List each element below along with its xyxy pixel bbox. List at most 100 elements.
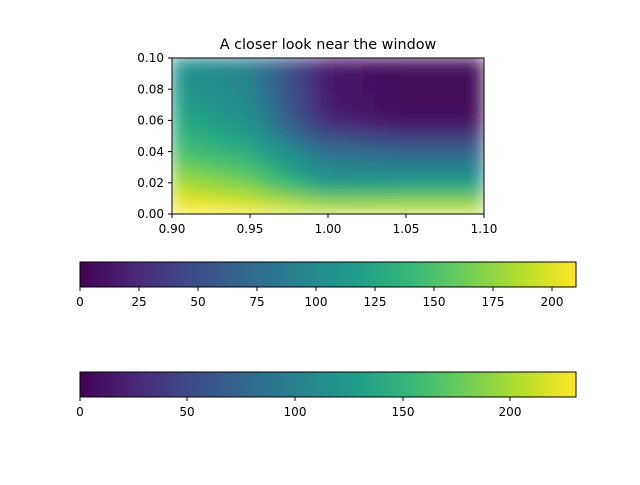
colorbar-1-tick-label: 75 bbox=[249, 295, 264, 309]
heatmap-cell bbox=[339, 201, 353, 214]
heatmap-cell bbox=[195, 177, 209, 191]
heatmap-cell bbox=[363, 105, 377, 119]
heatmap-cell bbox=[423, 105, 437, 119]
heatmap-cell bbox=[243, 141, 257, 155]
heatmap-cell bbox=[423, 58, 437, 71]
heatmap-cell bbox=[219, 69, 233, 83]
heatmap-cell bbox=[279, 153, 293, 167]
heatmap-cell bbox=[375, 177, 389, 191]
heatmap-cell bbox=[267, 189, 281, 203]
heatmap-cell bbox=[267, 177, 281, 191]
heatmap-cell bbox=[423, 69, 437, 83]
heatmap-cell bbox=[375, 153, 389, 167]
heatmap-cell bbox=[207, 105, 221, 119]
heatmap-cell bbox=[435, 58, 449, 71]
heatmap-cell bbox=[387, 177, 401, 191]
heatmap-cell bbox=[303, 189, 317, 203]
colorbar-1-tick-label: 0 bbox=[76, 295, 84, 309]
heatmap-cell bbox=[387, 141, 401, 155]
colorbar-1-tick-label: 150 bbox=[423, 295, 446, 309]
heatmap-cell bbox=[327, 58, 341, 71]
heatmap-cell bbox=[411, 189, 425, 203]
heatmap-cell bbox=[207, 165, 221, 179]
x-tick-label: 1.05 bbox=[393, 222, 420, 236]
heatmap-cell bbox=[459, 189, 473, 203]
heatmap-cell bbox=[351, 189, 365, 203]
heatmap-cell bbox=[219, 117, 233, 131]
heatmap-cell bbox=[279, 165, 293, 179]
heatmap-cell bbox=[351, 153, 365, 167]
heatmap-cell bbox=[471, 129, 484, 143]
heatmap-cell bbox=[172, 58, 185, 71]
colorbar-1-tick-label: 100 bbox=[305, 295, 328, 309]
heatmap-cell bbox=[447, 141, 461, 155]
heatmap-cell bbox=[459, 58, 473, 71]
heatmap-cell bbox=[411, 105, 425, 119]
heatmap-cell bbox=[375, 129, 389, 143]
heatmap-cell bbox=[435, 165, 449, 179]
heatmap-cell bbox=[267, 153, 281, 167]
heatmap-cell bbox=[315, 69, 329, 83]
heatmap-cell bbox=[363, 93, 377, 107]
heatmap-cell bbox=[303, 81, 317, 95]
heatmap-cell bbox=[315, 201, 329, 214]
heatmap-cell bbox=[339, 129, 353, 143]
heatmap-cell bbox=[231, 189, 245, 203]
heatmap-cell bbox=[303, 105, 317, 119]
heatmap-cell bbox=[435, 93, 449, 107]
heatmap-cell bbox=[219, 189, 233, 203]
heatmap-cell bbox=[471, 201, 484, 214]
heatmap-cell bbox=[435, 105, 449, 119]
heatmap-cell bbox=[172, 153, 185, 167]
heatmap-cell bbox=[291, 81, 305, 95]
heatmap-cell bbox=[255, 129, 269, 143]
heatmap-cell bbox=[339, 58, 353, 71]
heatmap-cell bbox=[279, 58, 293, 71]
heatmap-cell bbox=[327, 105, 341, 119]
heatmap-cell bbox=[315, 153, 329, 167]
heatmap-cell bbox=[279, 81, 293, 95]
heatmap-cell bbox=[399, 129, 413, 143]
colorbar-1-tick-label: 175 bbox=[482, 295, 505, 309]
heatmap-cell bbox=[231, 69, 245, 83]
heatmap-cell bbox=[255, 165, 269, 179]
colorbar-1-tick-label: 125 bbox=[364, 295, 387, 309]
heatmap-cell bbox=[399, 81, 413, 95]
heatmap-cell bbox=[363, 177, 377, 191]
heatmap-cell bbox=[471, 93, 484, 107]
heatmap-cell bbox=[459, 141, 473, 155]
heatmap-cell bbox=[172, 201, 185, 214]
heatmap-cell bbox=[172, 93, 185, 107]
heatmap-cell bbox=[459, 81, 473, 95]
heatmap-cell bbox=[411, 141, 425, 155]
heatmap-cell bbox=[303, 93, 317, 107]
colorbar-1-tick-label: 25 bbox=[131, 295, 146, 309]
heatmap-cell bbox=[387, 81, 401, 95]
heatmap-cell bbox=[327, 177, 341, 191]
heatmap-cell bbox=[387, 69, 401, 83]
heatmap-cell bbox=[291, 201, 305, 214]
heatmap-cell bbox=[243, 165, 257, 179]
heatmap-cell bbox=[183, 129, 197, 143]
heatmap-cell bbox=[459, 153, 473, 167]
heatmap-cell bbox=[399, 69, 413, 83]
heatmap-cell bbox=[363, 117, 377, 131]
heatmap-cell bbox=[459, 105, 473, 119]
colorbar-2: 0 50 100 150 200 bbox=[76, 371, 577, 419]
heatmap-cell bbox=[219, 105, 233, 119]
heatmap-cell bbox=[291, 105, 305, 119]
heatmap-cell bbox=[291, 189, 305, 203]
heatmap-cell bbox=[363, 58, 377, 71]
heatmap-cell bbox=[411, 201, 425, 214]
heatmap-cell bbox=[255, 177, 269, 191]
heatmap-cell bbox=[375, 165, 389, 179]
heatmap-cell bbox=[279, 177, 293, 191]
heatmap-cell bbox=[243, 201, 257, 214]
y-tick-label: 0.00 bbox=[137, 207, 164, 221]
colorbar-2-tick-label: 150 bbox=[392, 405, 415, 419]
heatmap-cells bbox=[172, 58, 484, 214]
x-tick-label: 0.90 bbox=[159, 222, 186, 236]
colorbar-1-tick-label: 50 bbox=[190, 295, 205, 309]
heatmap-cell bbox=[219, 153, 233, 167]
heatmap-cell bbox=[243, 177, 257, 191]
